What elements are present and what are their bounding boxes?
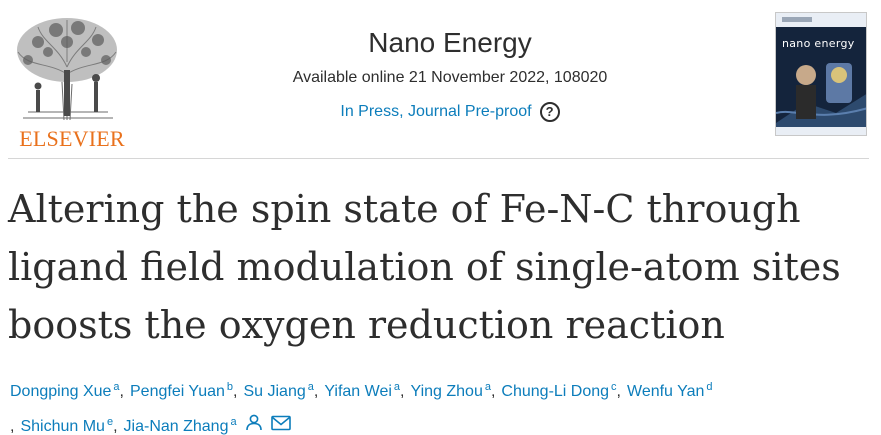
author-link[interactable]: Dongping Xue a: [10, 372, 120, 407]
header-divider: [8, 158, 869, 159]
author-separator: ,: [233, 383, 238, 400]
author-link[interactable]: Shichun Mu e: [20, 407, 113, 435]
author-name[interactable]: Chung-Li Dong: [501, 383, 610, 400]
affiliation-marker[interactable]: a: [307, 381, 314, 393]
affiliation-marker[interactable]: a: [113, 381, 120, 393]
article-title-line: ligand field modulation of single-atom s…: [8, 245, 841, 289]
person-icon[interactable]: [245, 412, 263, 435]
envelope-icon[interactable]: [270, 412, 291, 435]
elsevier-tree-icon: [17, 18, 117, 121]
affiliation-marker[interactable]: d: [706, 381, 713, 393]
author-link[interactable]: Jia-Nan Zhang a: [124, 407, 237, 435]
journal-cover-image[interactable]: nano energy: [775, 12, 867, 136]
author-name[interactable]: Wenfu Yan: [627, 383, 705, 400]
publisher-logo[interactable]: ELSEVIER: [8, 12, 126, 151]
author-link[interactable]: Su Jiang a: [243, 372, 313, 407]
author-separator: ,: [119, 383, 124, 400]
author-link[interactable]: Chung-Li Dong c: [501, 372, 616, 407]
journal-title[interactable]: Nano Energy: [368, 27, 532, 58]
affiliation-marker[interactable]: b: [226, 381, 234, 393]
author-name[interactable]: Jia-Nan Zhang: [123, 418, 229, 435]
author-name[interactable]: Su Jiang: [243, 383, 306, 400]
journal-header: Nano Energy Available online 21 November…: [190, 26, 710, 122]
author-separator: ,: [490, 383, 496, 400]
publisher-name: ELSEVIER: [19, 126, 125, 151]
author-line: , Shichun Mu e, Jia-Nan Zhang a: [10, 407, 870, 435]
author-link[interactable]: Wenfu Yan d: [627, 372, 713, 407]
author-link[interactable]: Ying Zhou a: [411, 372, 491, 407]
journal-status-label[interactable]: In Press, Journal Pre-proof: [340, 103, 532, 120]
author-separator: ,: [616, 383, 621, 400]
article-title-line: boosts the oxygen reduction reaction: [8, 303, 725, 347]
author-line: Dongping Xue a, Pengfei Yuan b, Su Jiang a,…: [10, 372, 870, 407]
cover-title: nano energy: [782, 37, 855, 50]
author-name[interactable]: Yifan Wei: [324, 383, 392, 400]
cover-artwork-icon: [776, 13, 866, 135]
affiliation-marker[interactable]: a: [484, 381, 491, 393]
article-title-line: Altering the spin state of Fe-N-C throug…: [8, 187, 801, 231]
affiliation-marker[interactable]: c: [611, 381, 617, 393]
affiliation-marker[interactable]: e: [106, 416, 114, 428]
article-title: Altering the spin state of Fe-N-C throug…: [8, 180, 868, 354]
author-name[interactable]: Dongping Xue: [10, 383, 112, 400]
journal-status-link[interactable]: In Press, Journal Pre-proof ?: [340, 102, 560, 122]
affiliation-marker[interactable]: a: [393, 381, 401, 393]
author-list: Dongping Xue a, Pengfei Yuan b, Su Jiang a,…: [10, 372, 870, 435]
author-separator: ,: [313, 383, 319, 400]
author-separator: ,: [400, 383, 405, 400]
author-separator: ,: [10, 418, 15, 435]
affiliation-marker[interactable]: a: [230, 416, 237, 428]
author-name[interactable]: Ying Zhou: [410, 383, 483, 400]
author-name[interactable]: Pengfei Yuan: [130, 383, 225, 400]
author-link[interactable]: Pengfei Yuan b: [130, 372, 233, 407]
author-link[interactable]: Yifan Wei a: [324, 372, 400, 407]
author-name[interactable]: Shichun Mu: [20, 418, 105, 435]
author-separator: ,: [113, 418, 118, 435]
publication-date: Available online 21 November 2022, 10802…: [292, 69, 608, 86]
question-circle-icon[interactable]: ?: [539, 102, 560, 122]
